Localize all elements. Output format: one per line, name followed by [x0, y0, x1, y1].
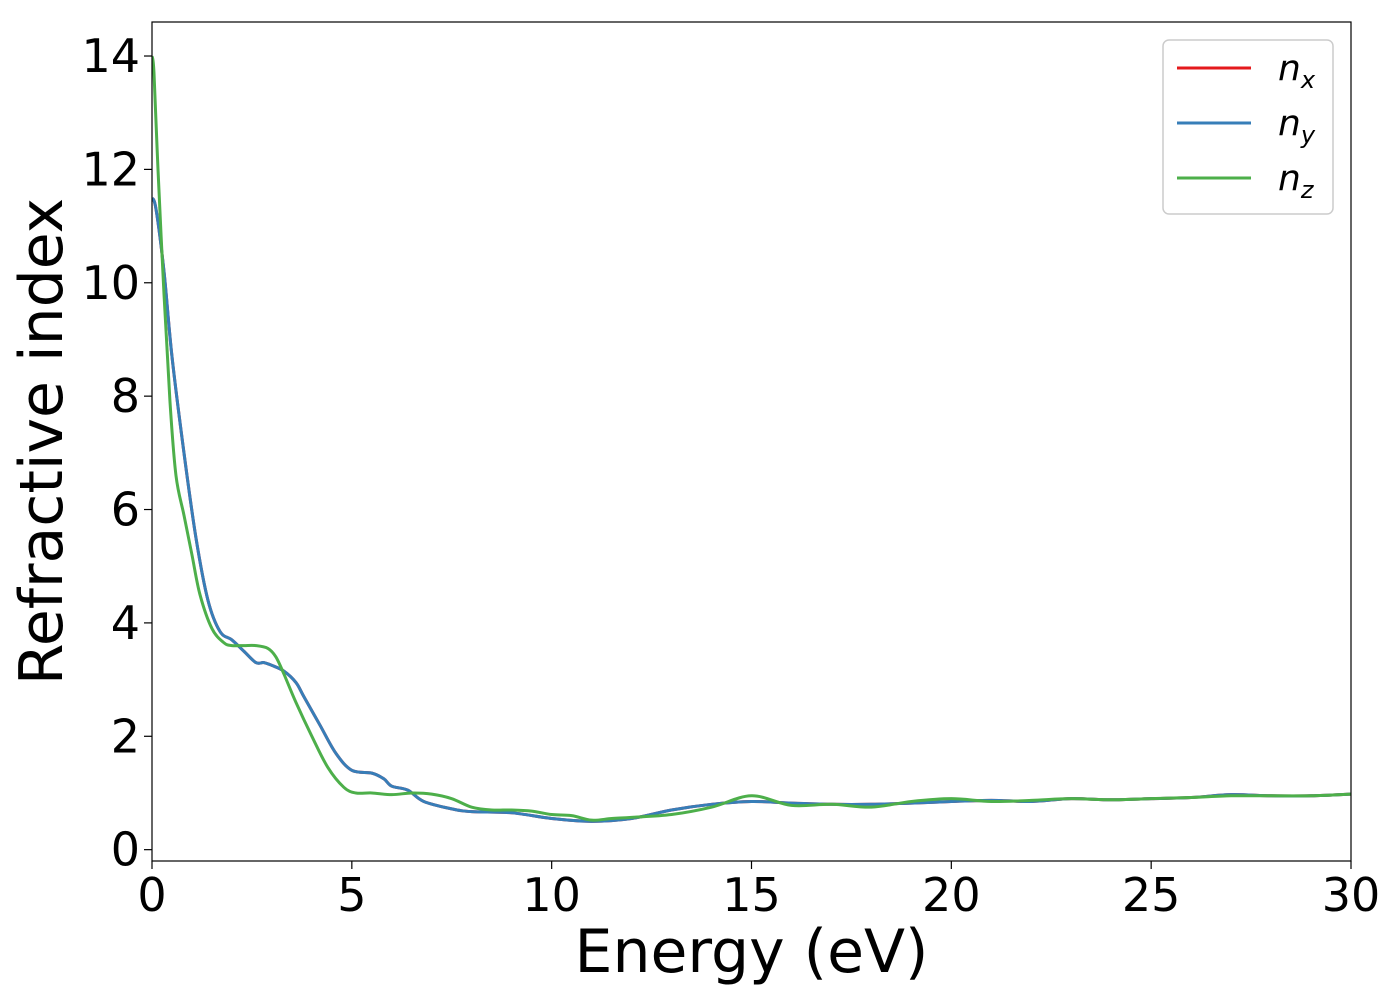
x-tick-label: 10 [522, 868, 581, 922]
y-tick-label: 2 [111, 709, 140, 763]
y-tick-label: 8 [111, 369, 140, 423]
y-axis-ticks: 0 2 4 6 8 10 12 14 [81, 29, 152, 877]
legend-label-subscript: x [1300, 66, 1316, 94]
x-tick-label: 30 [1322, 868, 1381, 922]
y-tick-label: 10 [81, 256, 140, 310]
series-line-ny [152, 197, 1351, 823]
x-axis-ticks: 0 5 10 15 20 25 30 [137, 861, 1380, 922]
y-tick-label: 4 [111, 596, 140, 650]
y-tick-label: 14 [81, 29, 140, 83]
y-axis-label: Refractive index [7, 198, 77, 685]
y-tick-label: 6 [111, 483, 140, 537]
legend-label-main: n [1278, 103, 1301, 144]
legend-label-nz: nz [1278, 158, 1315, 204]
legend-label-subscript: z [1300, 176, 1315, 204]
legend-box [1162, 39, 1334, 215]
x-tick-label: 20 [922, 868, 981, 922]
x-tick-label: 0 [137, 868, 166, 922]
y-tick-label: 12 [81, 142, 140, 196]
x-tick-label: 15 [722, 868, 781, 922]
series-line-nz [152, 55, 1351, 822]
x-tick-label: 25 [1122, 868, 1181, 922]
legend-label-ny: ny [1278, 103, 1316, 149]
y-tick-label: 0 [111, 823, 140, 877]
legend-label-main: n [1278, 158, 1301, 199]
legend-label-main: n [1278, 48, 1301, 89]
series-layer [152, 55, 1351, 823]
x-tick-label: 5 [337, 868, 366, 922]
legend-label-subscript: y [1300, 121, 1316, 149]
series-line-nx [152, 197, 1351, 823]
legend-label-nx: nx [1278, 48, 1316, 94]
x-axis-label: Energy (eV) [575, 917, 929, 987]
